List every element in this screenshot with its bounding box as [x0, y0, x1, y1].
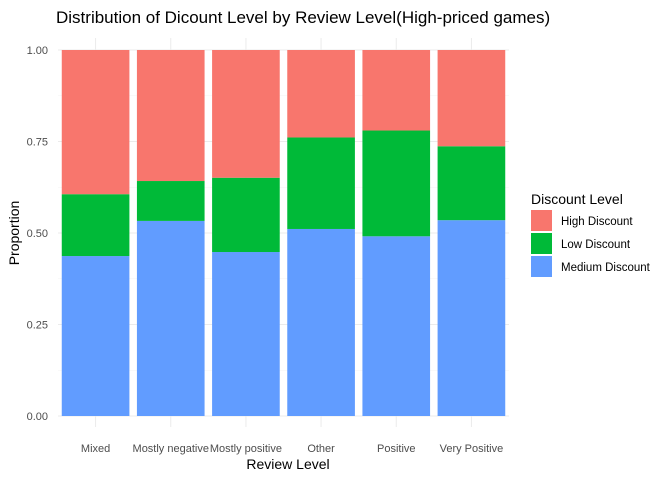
y-tick-label: 0.00 — [27, 411, 48, 423]
x-tick-label: Positive — [377, 443, 416, 455]
y-tick-label: 1.00 — [27, 45, 48, 57]
y-tick-label: 0.25 — [27, 320, 48, 332]
legend-title: Discount Level — [531, 191, 623, 207]
y-tick-label: 0.75 — [27, 137, 48, 149]
bar-very-positive-low-discount — [437, 146, 506, 221]
bar-mostly-positive-high-discount — [212, 50, 280, 178]
bar-mostly-negative-low-discount — [136, 181, 205, 221]
bar-other-low-discount — [287, 137, 355, 229]
y-axis-title: Proportion — [6, 201, 22, 266]
legend-key-low-discount — [531, 233, 552, 254]
x-tick-label: Other — [307, 443, 335, 455]
bar-mostly-negative-medium-discount — [136, 220, 205, 416]
x-axis-title: Review Level — [246, 456, 329, 472]
bar-positive-medium-discount — [362, 236, 431, 416]
x-tick-label: Mostly positive — [210, 443, 282, 455]
bar-mixed-low-discount — [61, 194, 130, 257]
bar-mixed-high-discount — [61, 50, 130, 195]
legend-key-medium-discount — [531, 256, 552, 277]
legend-label-high-discount: High Discount — [561, 216, 633, 228]
x-tick-label: Mixed — [81, 443, 110, 455]
bar-very-positive-medium-discount — [437, 220, 506, 416]
x-axis: Mixed Mostly negative Mostly positive Other… — [81, 443, 503, 455]
x-tick-label: Mostly negative — [133, 443, 209, 455]
y-axis: 0.00 0.25 0.50 0.75 1.00 — [27, 45, 48, 423]
bar-mostly-negative-high-discount — [136, 50, 205, 182]
bar-other-medium-discount — [287, 228, 355, 416]
legend: Discount Level High Discount Low Discount… — [531, 191, 651, 277]
bar-other-high-discount — [287, 50, 355, 138]
bar-positive-high-discount — [362, 50, 431, 131]
x-tick-label: Very Positive — [440, 443, 504, 455]
bar-mostly-positive-medium-discount — [212, 252, 280, 416]
bar-positive-low-discount — [362, 130, 431, 237]
bars — [61, 50, 506, 416]
y-tick-label: 0.50 — [27, 228, 48, 240]
bar-mixed-medium-discount — [61, 256, 130, 416]
bar-very-positive-high-discount — [437, 50, 506, 147]
chart-title: Distribution of Dicount Level by Review … — [56, 8, 550, 27]
legend-label-low-discount: Low Discount — [561, 239, 631, 251]
bar-mostly-positive-low-discount — [212, 177, 280, 253]
legend-label-medium-discount: Medium Discount — [561, 262, 651, 274]
legend-key-high-discount — [531, 210, 552, 231]
